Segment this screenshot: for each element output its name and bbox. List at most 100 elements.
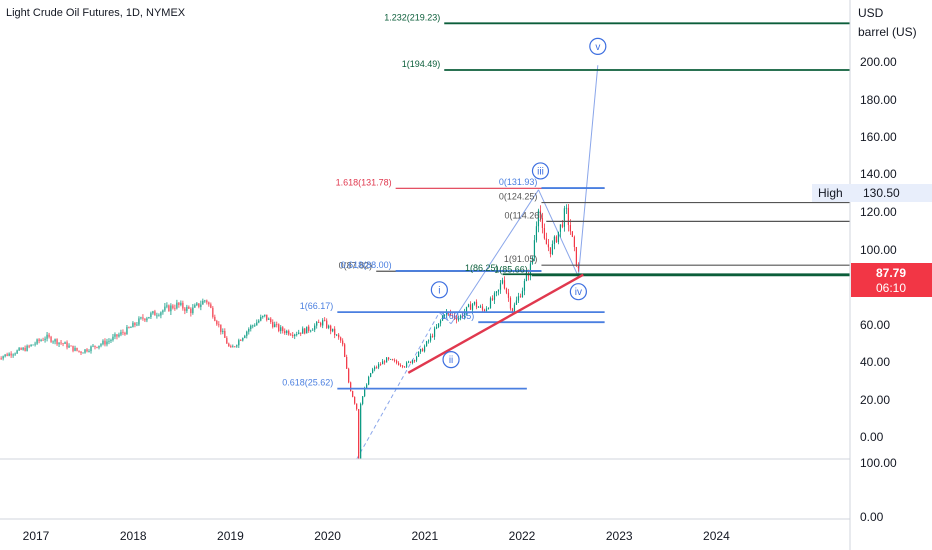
candle bbox=[523, 278, 526, 296]
candle bbox=[396, 359, 398, 365]
candle bbox=[190, 307, 192, 317]
candle bbox=[14, 352, 16, 356]
candle bbox=[549, 247, 552, 258]
candle bbox=[328, 324, 330, 330]
svg-text:iv: iv bbox=[575, 287, 582, 298]
candle bbox=[142, 314, 144, 321]
candle bbox=[403, 366, 406, 368]
candle bbox=[6, 352, 8, 357]
candle bbox=[246, 330, 248, 339]
candle bbox=[68, 343, 70, 349]
svg-text:High: High bbox=[818, 186, 843, 200]
candle bbox=[394, 358, 396, 363]
candle bbox=[188, 305, 190, 310]
candle bbox=[202, 298, 204, 305]
candle bbox=[74, 345, 76, 352]
y-tick-label: 100.00 bbox=[860, 456, 897, 470]
candle bbox=[146, 316, 148, 323]
candle bbox=[294, 333, 296, 340]
candle bbox=[168, 304, 170, 312]
fib-level-label: 1(194.49) bbox=[402, 59, 441, 69]
candle bbox=[368, 375, 370, 386]
fib-levels-layer: 1.232(219.23) 1(194.49) 1.618(131.78) 0(131… bbox=[282, 12, 850, 390]
svg-text:v: v bbox=[595, 42, 600, 53]
fib-level-label: 1(85.66) bbox=[494, 264, 528, 274]
candle bbox=[0, 356, 2, 360]
candle bbox=[164, 303, 166, 312]
candle bbox=[310, 329, 312, 333]
candle bbox=[493, 291, 496, 304]
candle bbox=[334, 326, 336, 339]
candle bbox=[272, 319, 274, 329]
fib-level-label: 1(86.25) bbox=[465, 263, 499, 273]
candle bbox=[533, 234, 536, 262]
candle bbox=[254, 323, 256, 327]
candle bbox=[286, 329, 288, 336]
candle bbox=[571, 231, 573, 238]
candle bbox=[198, 303, 200, 309]
candle bbox=[437, 323, 440, 329]
candle bbox=[238, 338, 240, 348]
wave-path-segment bbox=[450, 189, 539, 325]
candle bbox=[128, 326, 130, 329]
candle bbox=[555, 235, 558, 244]
candle bbox=[362, 396, 364, 406]
candle bbox=[547, 239, 550, 252]
y-tick-label: 100.00 bbox=[860, 243, 897, 257]
unit-label: barrel (US) bbox=[858, 25, 917, 39]
candle bbox=[356, 403, 358, 411]
candle bbox=[551, 240, 554, 256]
fib-level-label: 0(124.25) bbox=[499, 192, 538, 202]
candle bbox=[409, 361, 412, 364]
candle bbox=[316, 320, 318, 329]
svg-text:i: i bbox=[438, 285, 440, 296]
candle bbox=[32, 344, 34, 346]
candle bbox=[475, 299, 478, 310]
candle bbox=[330, 324, 332, 335]
candle bbox=[278, 323, 280, 333]
candle bbox=[505, 287, 508, 295]
trendline[interactable] bbox=[407, 273, 584, 374]
candle bbox=[489, 296, 492, 309]
candle bbox=[216, 319, 218, 326]
svg-text:06:10: 06:10 bbox=[876, 281, 906, 295]
fib-level-label: 1.232(219.23) bbox=[384, 12, 440, 22]
candle bbox=[90, 345, 92, 354]
candle bbox=[70, 345, 72, 347]
x-tick-label: 2017 bbox=[23, 529, 50, 543]
currency-label: USD bbox=[858, 6, 884, 20]
candle bbox=[427, 339, 430, 344]
candle bbox=[503, 276, 506, 290]
candle bbox=[46, 331, 48, 342]
candle bbox=[563, 205, 565, 232]
candle bbox=[308, 324, 310, 333]
candle bbox=[298, 329, 300, 335]
candle bbox=[214, 314, 216, 322]
candle bbox=[208, 301, 210, 307]
candle bbox=[124, 331, 126, 336]
x-tick-label: 2024 bbox=[703, 529, 730, 543]
candle bbox=[358, 408, 360, 459]
wave-label-iv: iv bbox=[569, 283, 587, 301]
candle bbox=[324, 317, 326, 322]
candle bbox=[388, 356, 390, 361]
candle bbox=[62, 342, 64, 347]
candle bbox=[50, 335, 52, 343]
candle bbox=[22, 346, 24, 351]
candle bbox=[26, 344, 28, 352]
candle bbox=[110, 338, 112, 344]
candle bbox=[354, 396, 356, 405]
candle bbox=[461, 313, 464, 319]
candle bbox=[88, 349, 90, 353]
candle bbox=[463, 308, 466, 320]
candle bbox=[318, 319, 320, 323]
candle bbox=[178, 302, 180, 308]
candle bbox=[262, 315, 264, 319]
candle bbox=[565, 204, 567, 215]
x-tick-label: 2022 bbox=[509, 529, 536, 543]
candle bbox=[200, 300, 202, 311]
candle bbox=[421, 347, 424, 352]
y-tick-label: 200.00 bbox=[860, 55, 897, 69]
candle bbox=[346, 354, 348, 370]
